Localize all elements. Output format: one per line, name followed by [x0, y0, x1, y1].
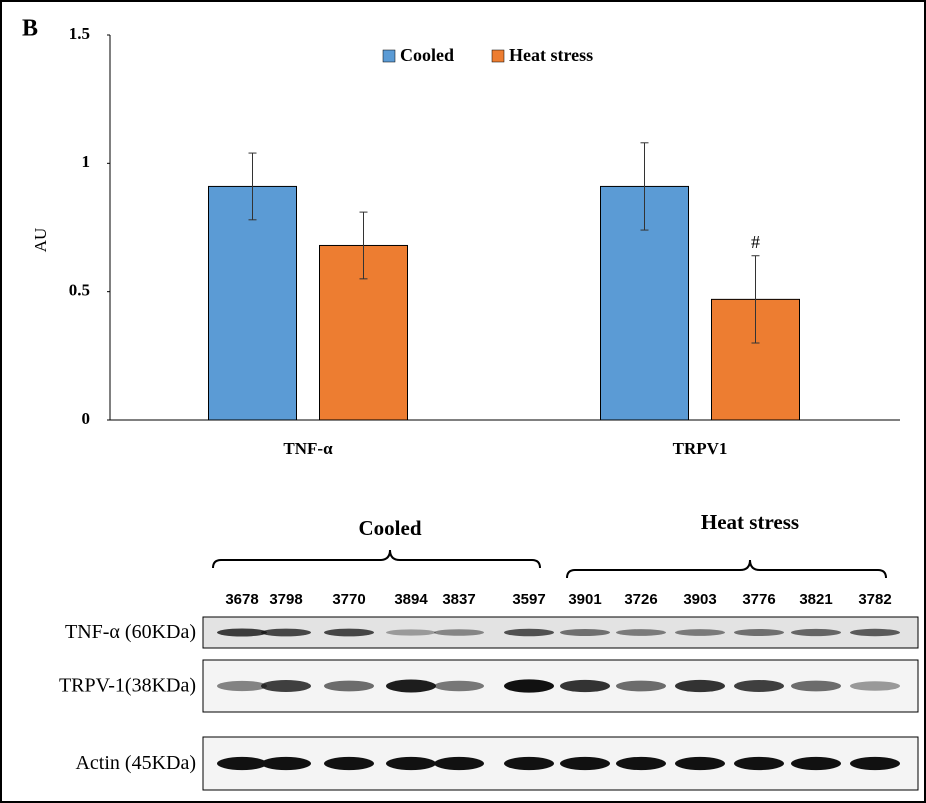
group-label: Heat stress	[701, 510, 799, 534]
y-tick-label: 0	[82, 409, 91, 428]
band	[261, 680, 311, 692]
band	[386, 680, 436, 693]
band	[434, 629, 484, 636]
band	[324, 757, 374, 770]
sample-label: 3837	[442, 591, 475, 608]
row-label: Actin (45KDa)	[75, 752, 196, 774]
band	[386, 757, 436, 770]
band	[217, 681, 267, 691]
row-label: TRPV-1(38KDa)	[59, 675, 196, 697]
band	[434, 757, 484, 770]
x-tick-label: TNF-α	[283, 439, 333, 458]
band	[217, 629, 267, 637]
band	[616, 629, 666, 636]
band	[791, 681, 841, 692]
band	[616, 757, 666, 770]
y-tick-label: 1.5	[69, 24, 90, 43]
band	[504, 757, 554, 770]
sample-label: 3782	[858, 591, 891, 608]
band	[261, 757, 311, 770]
band	[560, 629, 610, 636]
band	[791, 757, 841, 770]
legend-swatch	[383, 50, 395, 62]
band	[217, 757, 267, 770]
band	[434, 681, 484, 692]
sample-label: 3776	[742, 591, 775, 608]
band	[324, 681, 374, 692]
band	[261, 629, 311, 637]
band	[504, 679, 554, 692]
band	[734, 629, 784, 636]
band	[386, 629, 436, 635]
band	[504, 629, 554, 637]
band	[560, 757, 610, 770]
band	[616, 681, 666, 692]
band	[324, 629, 374, 637]
figure: B AU 0 0.5 1 1.5 TNF-α TRPV1 # Cooled Heat stres…	[0, 0, 926, 803]
page: {"chart_data": {"type": "bar", "panel_la…	[0, 0, 926, 803]
band	[675, 680, 725, 692]
band	[850, 629, 900, 636]
y-axis-label: AU	[31, 228, 50, 253]
band	[675, 757, 725, 770]
group-label: Cooled	[359, 516, 422, 540]
band	[791, 629, 841, 636]
y-tick-label: 0.5	[69, 281, 90, 300]
legend-label: Heat stress	[509, 45, 593, 65]
bar	[209, 186, 297, 420]
band	[560, 680, 610, 692]
band	[850, 757, 900, 770]
row-label: TNF-α (60KDa)	[65, 621, 196, 643]
sample-label: 3597	[512, 591, 545, 608]
annotation: #	[751, 232, 760, 252]
sample-label: 3678	[225, 591, 258, 608]
band	[850, 681, 900, 691]
sample-label: 3726	[624, 591, 657, 608]
y-tick-label: 1	[82, 152, 91, 171]
sample-label: 3798	[269, 591, 302, 608]
band	[734, 680, 784, 692]
legend-swatch	[492, 50, 504, 62]
sample-label: 3821	[799, 591, 832, 608]
sample-label: 3903	[683, 591, 716, 608]
band	[734, 757, 784, 770]
x-tick-label: TRPV1	[673, 439, 728, 458]
sample-label: 3901	[568, 591, 601, 608]
sample-label: 3770	[332, 591, 365, 608]
band	[675, 629, 725, 636]
sample-label: 3894	[394, 591, 428, 608]
panel-label: B	[22, 16, 38, 42]
legend-label: Cooled	[400, 45, 454, 65]
